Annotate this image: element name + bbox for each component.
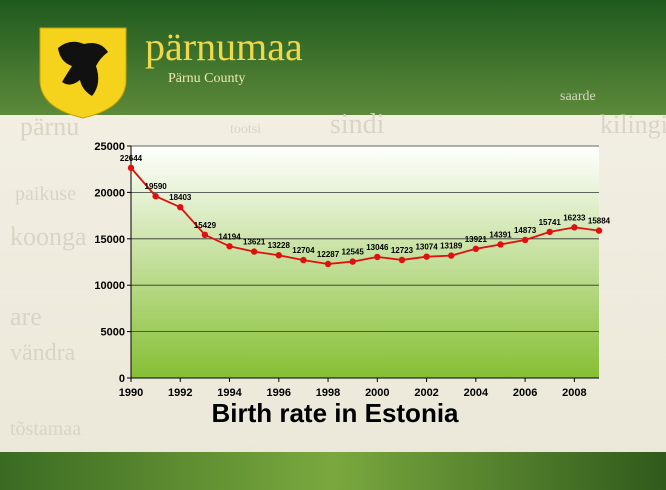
data-point [276, 252, 282, 258]
background-word: koonga [10, 222, 87, 251]
data-point [547, 229, 553, 235]
x-tick-label: 1992 [168, 387, 192, 399]
x-tick-label: 2008 [562, 387, 586, 399]
data-label: 12723 [391, 246, 414, 255]
x-tick-label: 1990 [119, 387, 143, 399]
y-tick-label: 15000 [94, 234, 125, 246]
y-tick-label: 20000 [94, 187, 125, 199]
header-title: pärnumaa [145, 24, 303, 69]
background-word: kilingi-nõmme [600, 110, 666, 139]
data-point [522, 237, 528, 243]
data-label: 13921 [465, 235, 488, 244]
data-label: 15429 [194, 221, 217, 230]
background-word: tootsi [230, 122, 261, 137]
background-word: saarde [560, 89, 596, 104]
slide: saarde pärnu tootsi sindi kilingi-nõmme paiku… [0, 0, 666, 490]
background-word: are [10, 302, 42, 331]
data-point [571, 224, 577, 230]
data-label: 13189 [440, 242, 463, 251]
data-label: 13621 [243, 238, 266, 247]
data-point [497, 241, 503, 247]
data-label: 14873 [514, 226, 537, 235]
data-label: 14391 [489, 230, 512, 239]
chart-title: Birth rate in Estonia [211, 398, 459, 428]
data-label: 12287 [317, 250, 340, 259]
data-point [399, 257, 405, 263]
data-point [152, 193, 158, 199]
data-label: 15741 [539, 218, 562, 227]
data-point [177, 204, 183, 210]
background-word: paikuse [15, 183, 76, 205]
data-label: 13046 [366, 243, 389, 252]
y-tick-label: 5000 [101, 327, 125, 339]
data-point [128, 165, 134, 171]
data-label: 12704 [292, 246, 315, 255]
data-label: 15884 [588, 217, 611, 226]
data-label: 19590 [145, 182, 168, 191]
data-point [448, 252, 454, 258]
plot-area [131, 146, 599, 378]
data-label: 13228 [268, 241, 291, 250]
x-tick-label: 2004 [464, 387, 489, 399]
data-point [202, 232, 208, 238]
data-point [374, 254, 380, 260]
data-label: 22644 [120, 154, 143, 163]
y-tick-label: 25000 [94, 141, 125, 153]
background-word: sindi [330, 109, 385, 140]
data-point [473, 246, 479, 252]
data-point [226, 243, 232, 249]
data-point [423, 253, 429, 259]
data-label: 12545 [342, 248, 365, 257]
background-word: tõstamaa [10, 418, 81, 440]
data-label: 16233 [563, 213, 586, 222]
data-label: 13074 [415, 243, 438, 252]
y-tick-label: 0 [119, 373, 125, 385]
data-label: 18403 [169, 193, 192, 202]
data-point [325, 261, 331, 267]
x-tick-label: 2006 [513, 387, 537, 399]
data-point [251, 248, 257, 254]
header-subtitle: Pärnu County [168, 71, 245, 86]
data-point [300, 257, 306, 263]
data-point [596, 227, 602, 233]
background-word: vändra [10, 340, 76, 366]
data-label: 14194 [218, 232, 241, 241]
y-tick-label: 10000 [94, 280, 125, 292]
footer-band [0, 452, 666, 490]
background-word: pärnu [20, 112, 79, 141]
data-point [349, 258, 355, 264]
